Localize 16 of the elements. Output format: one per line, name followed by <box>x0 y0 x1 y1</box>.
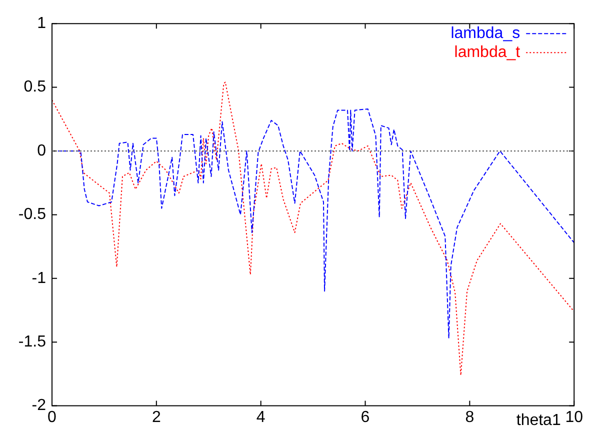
y-tick-label: 0 <box>37 142 46 160</box>
y-tick-label: -1 <box>32 270 46 287</box>
x-tick-label: 8 <box>465 408 474 426</box>
y-tick-label: -2 <box>32 397 46 414</box>
y-tick-label: 0.5 <box>24 78 46 96</box>
legend-label: lambda_s <box>450 25 520 42</box>
y-tick-label: -0.5 <box>18 206 46 224</box>
x-tick-label: 10 <box>565 408 584 426</box>
line-series <box>52 82 574 376</box>
x-tick-label: 4 <box>256 408 266 426</box>
y-tick-label: -1.5 <box>18 334 46 351</box>
x-tick-label: 6 <box>360 408 370 426</box>
x-tick-label: 2 <box>152 408 161 426</box>
y-tick-label: 1 <box>37 15 46 32</box>
x-axis-title: theta1 <box>516 412 561 430</box>
legend-label: lambda_t <box>454 44 521 62</box>
